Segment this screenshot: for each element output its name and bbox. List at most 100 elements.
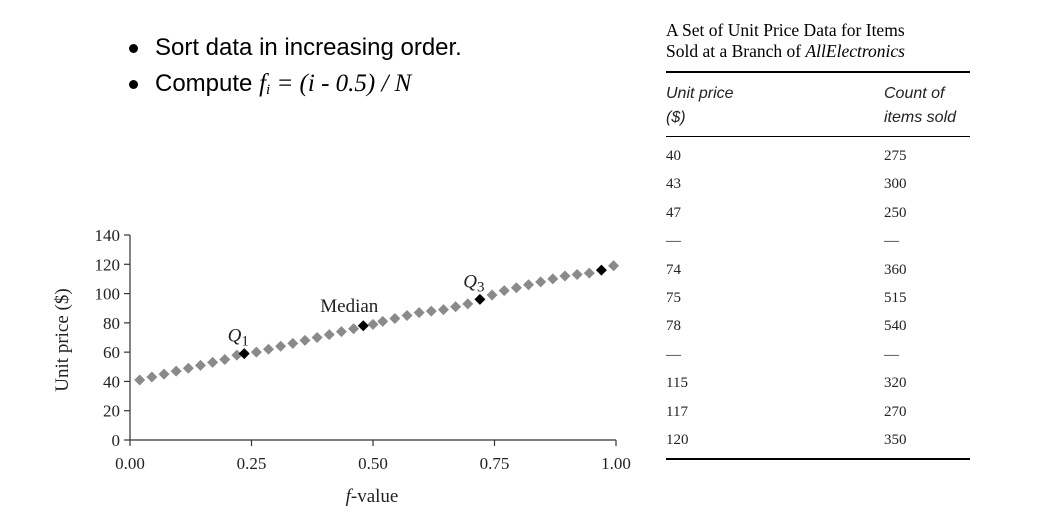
- data-point: [583, 267, 595, 279]
- cell-count: —: [884, 233, 899, 250]
- y-tick-label: 140: [95, 226, 121, 245]
- header-unit-price-l1: Unit price: [666, 85, 734, 102]
- highlight-point: [595, 264, 607, 276]
- highlight-label-text: Q: [228, 326, 242, 347]
- table-row: 74 360: [666, 256, 970, 284]
- table-row: 43 300: [666, 170, 970, 198]
- header-unit-price-l2: ($): [666, 109, 686, 126]
- table-title-company: AllElectronics: [805, 41, 905, 61]
- cell-unit-price: 43: [666, 176, 681, 193]
- y-tick-label: 60: [103, 343, 120, 362]
- table-title-line2-prefix: Sold at a Branch of: [666, 41, 806, 61]
- y-tick-label: 100: [95, 285, 121, 304]
- cell-unit-price: —: [666, 233, 681, 250]
- cell-count: 275: [884, 148, 907, 164]
- data-point: [486, 289, 498, 301]
- quantile-plot: 0 20 40 60 80 100 120 140 0.00 0.25 0.50 0.75 1.00 Q…: [52, 226, 631, 507]
- formula-rest: = (i - 0.5) / N: [270, 70, 412, 97]
- highlight-point: [357, 320, 369, 332]
- header-count-l1: Count of: [884, 85, 945, 102]
- x-axis-label-f: f: [346, 486, 354, 507]
- data-point: [389, 312, 401, 324]
- cell-count: 360: [884, 261, 907, 278]
- data-point: [608, 260, 620, 272]
- highlight-label-sub: 3: [477, 279, 485, 295]
- x-tick-label: 0.50: [358, 454, 388, 473]
- data-point: [523, 279, 535, 291]
- y-tick-label: 120: [95, 255, 121, 274]
- cell-unit-price: —: [666, 346, 681, 363]
- cell-unit-price: 47: [666, 204, 681, 221]
- data-point: [559, 270, 571, 282]
- highlight-label: Median: [320, 296, 379, 317]
- table-header: Unit price ($) Count of items sold: [666, 73, 970, 136]
- table-row: — —: [666, 227, 970, 255]
- table-body: 40 275 43 300 47 250— —74 360 75 515 78 540— —115 320…: [666, 137, 970, 458]
- cell-count: 350: [884, 432, 907, 449]
- x-tick-label: 1.00: [601, 454, 631, 473]
- x-tick-label: 0.75: [480, 454, 510, 473]
- cell-unit-price: 120: [666, 432, 689, 449]
- y-tick-label: 80: [103, 314, 120, 333]
- data-point: [275, 340, 287, 352]
- cell-count: 540: [884, 318, 907, 335]
- y-axis-label: Unit price ($): [52, 288, 73, 391]
- y-tick-label: 20: [103, 402, 120, 421]
- x-axis-label-rest: -value: [351, 486, 398, 507]
- table-header-rule: [666, 136, 970, 137]
- formula: fi = (i - 0.5) / N: [259, 70, 412, 98]
- table-title: A Set of Unit Price Data for Items Sold …: [666, 20, 970, 62]
- data-point: [348, 323, 360, 335]
- table-bottom-rule: [666, 458, 970, 461]
- data-point: [377, 315, 389, 327]
- cell-unit-price: 75: [666, 290, 681, 307]
- data-point: [219, 353, 231, 365]
- table-row: 40 275: [666, 142, 970, 170]
- y-tick-label: 40: [103, 372, 120, 391]
- data-point: [207, 356, 219, 368]
- cell-count: 300: [884, 176, 907, 193]
- data-point: [510, 282, 522, 294]
- highlight-label-sub: 1: [241, 334, 249, 350]
- x-axis-label: f-value: [346, 486, 399, 507]
- data-point: [287, 337, 299, 349]
- cell-count: 515: [884, 290, 907, 307]
- highlight-label-text: Median: [320, 296, 379, 317]
- data-point: [401, 310, 413, 322]
- highlight-point: [238, 348, 250, 360]
- data-point: [462, 298, 474, 310]
- formula-f: f: [259, 70, 267, 97]
- table-row: — —: [666, 341, 970, 369]
- highlight-label: Q1: [228, 326, 249, 350]
- cell-unit-price: 40: [666, 148, 681, 164]
- cell-unit-price: 117: [666, 403, 688, 420]
- data-point: [134, 374, 146, 386]
- x-tick-label: 0.00: [115, 454, 145, 473]
- data-point: [535, 276, 547, 288]
- cell-count: 320: [884, 375, 907, 392]
- x-tick-label: 0.25: [237, 454, 267, 473]
- cell-unit-price: 74: [666, 261, 681, 278]
- bullet-compute-prefix: Compute: [155, 70, 260, 97]
- data-point: [323, 329, 335, 341]
- data-point: [263, 343, 275, 355]
- formula-sub: i: [266, 82, 271, 98]
- bullet-sort-text: Sort data in increasing order.: [155, 34, 462, 61]
- highlight-point: [474, 293, 486, 305]
- highlight-label: Q3: [463, 271, 484, 295]
- bullet-compute: Compute fi = (i - 0.5) / N: [125, 66, 462, 108]
- bullet-list: Sort data in increasing order. Compute f…: [125, 30, 462, 108]
- data-point: [182, 362, 194, 374]
- data-point: [413, 307, 425, 319]
- data-point: [250, 346, 262, 358]
- data-point: [425, 305, 437, 317]
- cell-unit-price: 78: [666, 318, 681, 335]
- table-row: 78 540: [666, 312, 970, 340]
- data-point: [437, 304, 449, 316]
- data-point: [299, 334, 311, 346]
- cell-count: 270: [884, 403, 907, 420]
- data-point: [158, 368, 170, 380]
- data-point: [498, 285, 510, 297]
- cell-count: 250: [884, 204, 907, 221]
